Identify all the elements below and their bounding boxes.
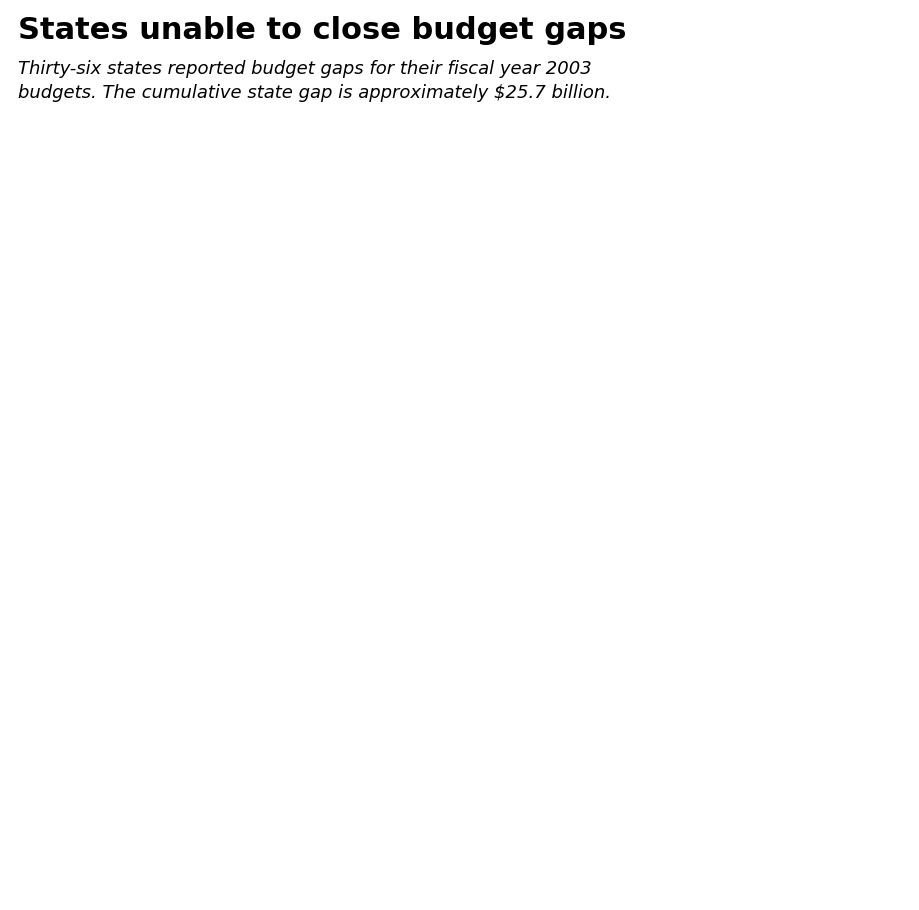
Text: States unable to close budget gaps: States unable to close budget gaps	[18, 16, 626, 46]
Text: Thirty-six states reported budget gaps for their fiscal year 2003
budgets. The c: Thirty-six states reported budget gaps f…	[18, 60, 611, 102]
